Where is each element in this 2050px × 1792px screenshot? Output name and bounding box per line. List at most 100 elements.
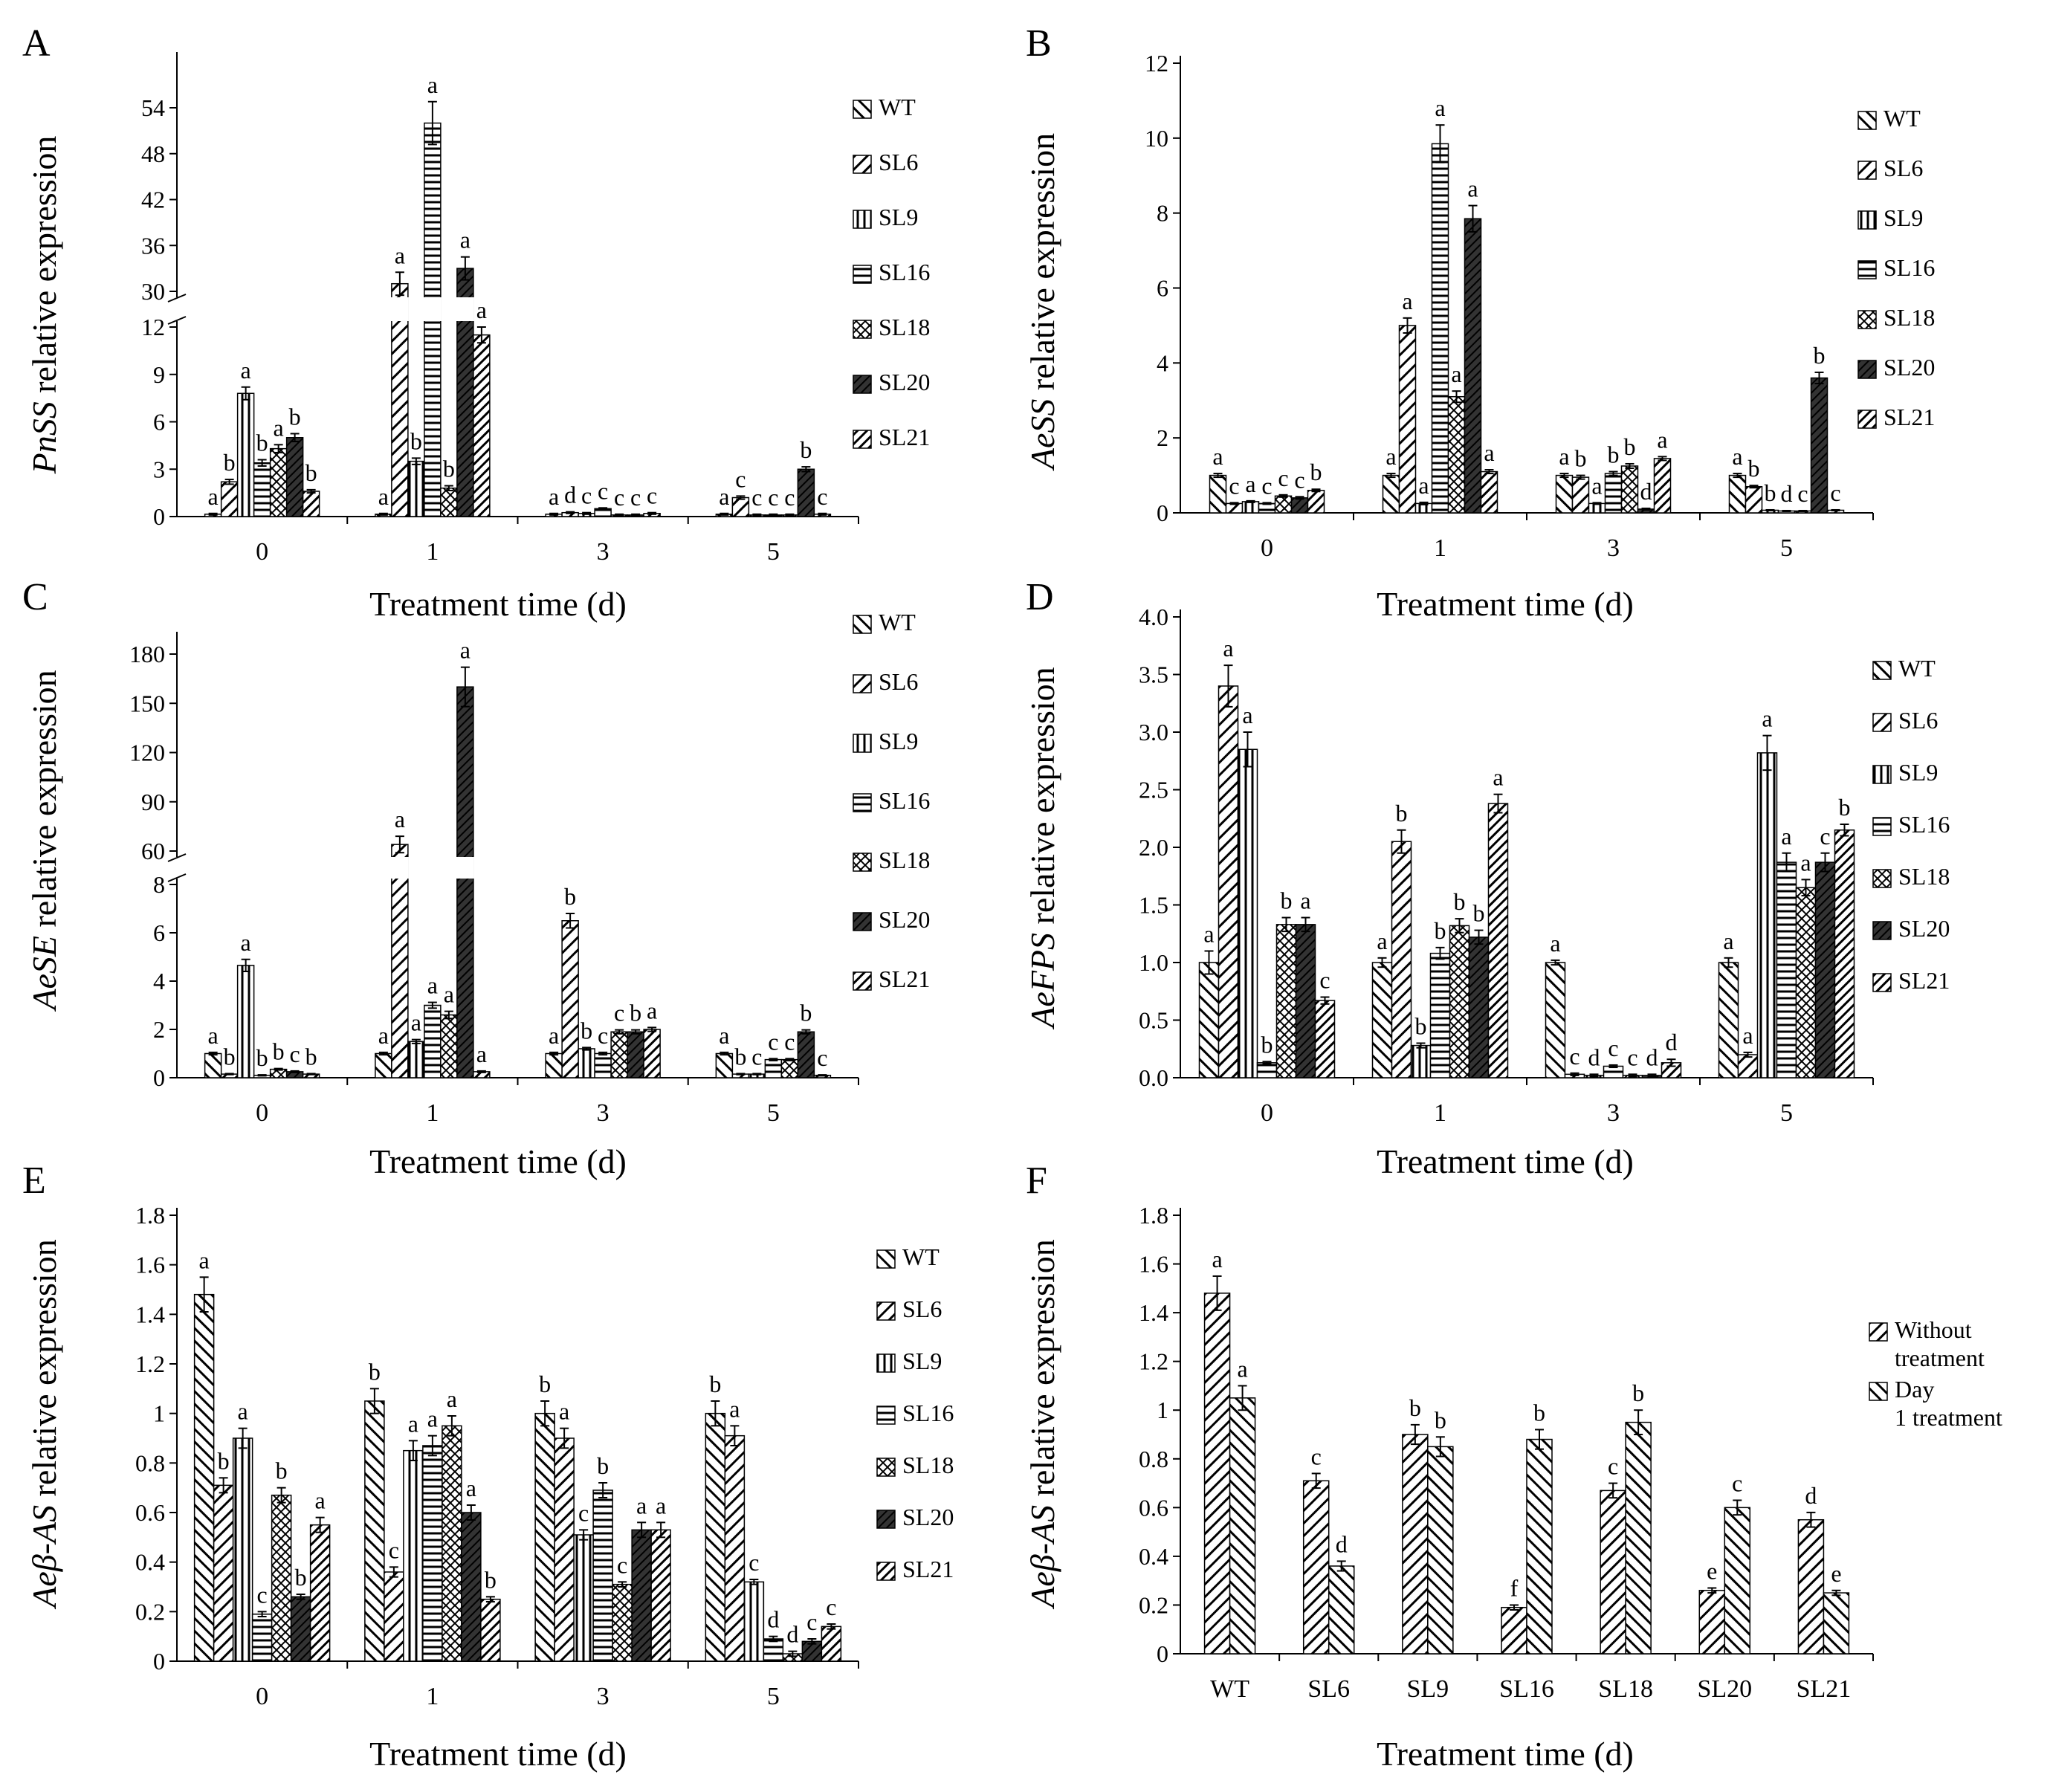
x-tick-label: 3: [597, 1099, 609, 1127]
x-tick-label: 1: [1434, 1099, 1446, 1127]
x-tick-label: 3: [597, 538, 609, 566]
legend-swatch: [1857, 210, 1877, 230]
significance-letter: a: [1762, 705, 1772, 732]
significance-letter: c: [1319, 967, 1330, 994]
y-tick-label: 3.0: [1139, 719, 1168, 745]
x-tick-label: 0: [256, 538, 268, 566]
legend-label: WT: [1898, 655, 1936, 682]
legend-label: SL20: [879, 906, 930, 933]
bar-wt: [375, 1052, 392, 1078]
significance-letter: b: [224, 449, 236, 476]
significance-letter: b: [289, 403, 301, 430]
y-tick-label: 12: [141, 314, 165, 340]
bar-sl6: [220, 481, 239, 517]
y-tick-label: 8: [153, 871, 165, 898]
bar-sl6: [213, 1484, 234, 1662]
bar-sl21: [480, 1598, 501, 1662]
y-tick-label: 0.6: [135, 1499, 165, 1526]
y-tick-label: 30: [141, 278, 165, 305]
significance-letter: c: [598, 1022, 608, 1049]
legend-label: SL6: [1884, 155, 1923, 181]
legend-swatch: [853, 430, 872, 449]
x-tick-label: 1: [426, 538, 439, 566]
bar-sl16: [763, 1638, 784, 1662]
bar-sl16: [1776, 861, 1797, 1078]
significance-letter: b: [800, 1000, 812, 1026]
panel-label-d: D: [1026, 576, 1054, 618]
significance-letter: c: [614, 1000, 624, 1026]
y-tick-label: 0.0: [1139, 1064, 1168, 1091]
x-tick-label: 0: [1261, 1099, 1273, 1127]
bar-sl20: [631, 1529, 652, 1662]
significance-letter: a: [729, 1395, 740, 1422]
significance-letter: a: [1435, 94, 1445, 121]
panel-f: F Aeβ-AS relative expression Treatment t…: [1024, 1159, 2002, 1773]
panel-b: B AeSS relative expression Treatment tim…: [1024, 22, 1935, 623]
legend-label: WT: [1884, 105, 1921, 132]
legend-swatch: [1857, 161, 1877, 180]
bar-sl18: [440, 488, 458, 517]
bar-sl20: [285, 437, 304, 517]
significance-letter: a: [378, 1022, 389, 1049]
panel-c: C AeSE relative expression Treatment tim…: [22, 576, 930, 1180]
significance-letter: a: [238, 1398, 248, 1425]
axis-break-mark: [167, 873, 187, 882]
significance-letter: d: [786, 1621, 798, 1648]
significance-letter: c: [751, 484, 762, 511]
legend-swatch: [1872, 661, 1892, 680]
bar-sl21: [650, 1529, 671, 1662]
bar-sl20: [1468, 937, 1490, 1078]
significance-letter: a: [447, 1385, 457, 1412]
significance-letter: c: [598, 477, 608, 504]
legend-label: SL6: [879, 668, 918, 695]
legend-label: WT: [902, 1243, 940, 1270]
bar-sl16: [251, 1613, 273, 1662]
significance-letter: b: [1281, 887, 1293, 914]
x-tick-label: 5: [767, 1099, 780, 1127]
legend-label: SL16: [879, 259, 930, 285]
y-tick-label: 150: [129, 690, 165, 717]
bar-sl21: [643, 1029, 661, 1078]
significance-letter: b: [1396, 800, 1408, 827]
panel-label-c: C: [22, 576, 48, 618]
significance-letter: b: [443, 456, 455, 482]
legend-swatch: [853, 265, 872, 284]
significance-letter: b: [1533, 1399, 1545, 1426]
x-axis-label-f: Treatment time (d): [1377, 1735, 1634, 1773]
bar-sl18: [442, 1425, 462, 1662]
bar-sl21: [1834, 829, 1855, 1078]
significance-letter: c: [748, 1549, 759, 1576]
bar-sl18: [1620, 465, 1639, 514]
significance-letter: c: [1608, 1453, 1618, 1480]
significance-letter: a: [1300, 887, 1310, 914]
legend-a: WT SL6 SL9 SL16 SL18 SL20 SL21: [853, 94, 930, 450]
bar-without-treatment: [1302, 1480, 1330, 1654]
significance-letter: a: [1800, 849, 1811, 876]
significance-letter: d: [564, 482, 576, 508]
y-tick-label: 2.0: [1139, 834, 1168, 861]
bar-break-gap: [456, 297, 474, 321]
x-tick-label: 5: [1780, 1099, 1793, 1127]
significance-letter: b: [1575, 445, 1587, 472]
bar-day-1-treatment: [1427, 1446, 1454, 1654]
bar-sl6: [1571, 476, 1590, 514]
y-tick-label: 120: [129, 740, 165, 766]
bar-break-gap: [456, 857, 474, 879]
bar-sl6: [391, 844, 409, 1078]
significance-letter: c: [826, 1594, 836, 1620]
significance-letter: a: [411, 1009, 421, 1036]
bar-wt: [1371, 962, 1393, 1078]
bar-sl21: [473, 334, 491, 517]
bar-sl16: [592, 1489, 613, 1662]
bar-sl6: [554, 1437, 575, 1662]
bar-sl20: [461, 1512, 482, 1662]
significance-letter: b: [539, 1371, 551, 1397]
bar-sl21: [1314, 1000, 1336, 1078]
significance-letter: c: [389, 1536, 399, 1563]
bar-sl16: [1431, 143, 1449, 514]
legend-swatch: [1872, 817, 1892, 836]
significance-letter: c: [578, 1499, 589, 1526]
bar-wt: [193, 1293, 215, 1662]
